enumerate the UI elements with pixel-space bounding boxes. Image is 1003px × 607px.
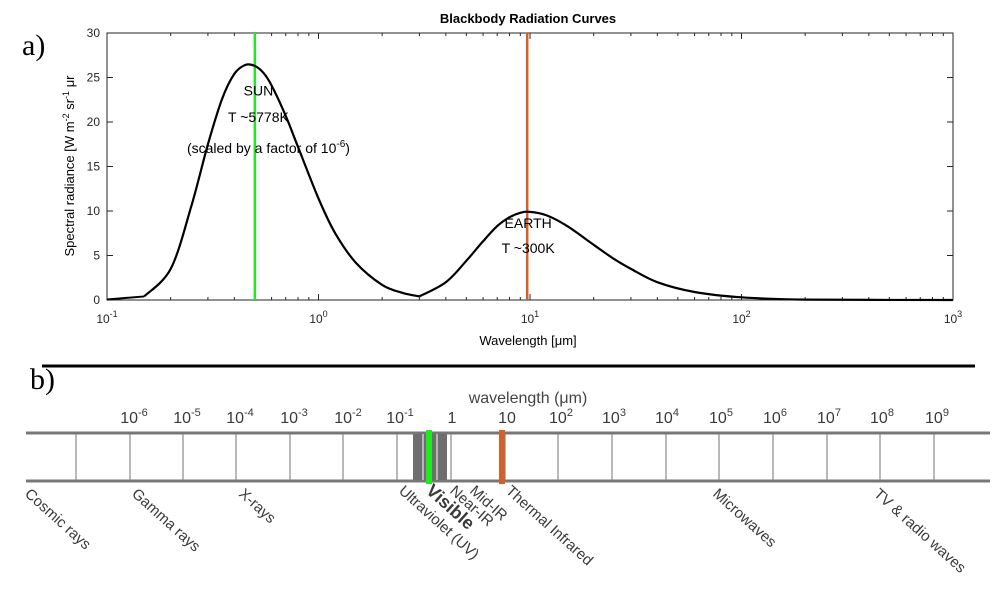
- spectrum-tick-label: 105: [709, 407, 733, 427]
- annotation: T ~300K: [502, 240, 556, 256]
- spectrum-tick-label: 103: [602, 407, 626, 427]
- visible-marker: [426, 430, 432, 484]
- thermal-marker: [499, 430, 505, 484]
- x-tick-label: 100: [309, 309, 327, 326]
- annotation: EARTH: [505, 215, 552, 231]
- spectrum-tick-label: 10-3: [280, 407, 308, 427]
- y-tick-label: 15: [87, 160, 101, 174]
- spectrum-tick-label: 106: [763, 407, 787, 427]
- y-axis: 0 5 10 15 20 25 30: [87, 26, 953, 307]
- curve-series-1: [143, 63, 420, 298]
- y-tick-label: 30: [87, 26, 101, 40]
- curve-series-2: [418, 210, 954, 302]
- spectrum-cells: [75, 430, 935, 484]
- spectrum-tick-label: 102: [549, 407, 573, 427]
- x-tick-label: 103: [944, 309, 962, 326]
- y-axis-label: Spectral radiance [W m-2 sr-1 μr: [61, 75, 77, 257]
- panel-b-label: b): [30, 363, 55, 396]
- band-label: X-rays: [235, 485, 279, 527]
- spectrum-tick-label: 10-1: [386, 407, 414, 427]
- spectrum-tick-labels: 10-6 10-5 10-4 10-3 10-2 10-1 1 10 102 103 104 105 1…: [120, 407, 949, 427]
- chart-title: Blackbody Radiation Curves: [440, 11, 616, 26]
- y-tick-label: 10: [87, 204, 101, 218]
- spectrum-tick-label: 10: [498, 410, 516, 427]
- annotation: (scaled by a factor of 10-6): [187, 139, 350, 156]
- y-tick-label: 20: [87, 115, 101, 129]
- band-label: Cosmic rays: [21, 485, 94, 553]
- x-tick-label: 101: [521, 309, 539, 326]
- marker-lines: [253, 33, 529, 300]
- x-axis: 10-1 100 101 102 103: [96, 33, 962, 326]
- spectrum-tick-label: 10-6: [120, 407, 148, 427]
- annotations: SUN T ~5778K (scaled by a factor of 10-6) E…: [187, 82, 555, 256]
- panel-a-label: a): [22, 29, 45, 62]
- spectrum-tick-label: 10-5: [173, 407, 201, 427]
- band-label: Gamma rays: [128, 485, 203, 555]
- curves: [106, 63, 954, 302]
- spectrum-tick-label: 10-2: [334, 407, 362, 427]
- spectrum-band-labels: Cosmic rays Gamma rays X-rays Ultraviolet (…: [21, 480, 969, 577]
- spectrum-tick-label: 108: [870, 407, 894, 427]
- band-label: Microwaves: [709, 485, 779, 551]
- spectrum-tick-label: 104: [655, 407, 679, 427]
- band-label: Thermal Infrared: [502, 482, 596, 569]
- annotation: SUN: [244, 82, 274, 98]
- annotation: T ~5778K: [228, 109, 290, 125]
- y-tick-label: 0: [93, 293, 100, 307]
- spectrum-tick-label: 107: [817, 407, 841, 427]
- plot-area: 0 5 10 15 20 25 30 10-1 100 101 102 103 SUN T ~5778…: [87, 26, 963, 326]
- y-tick-label: 25: [87, 71, 101, 85]
- band-label: TV & radio waves: [870, 485, 969, 576]
- spectrum-tick-label: 109: [925, 407, 949, 427]
- spectrum-bar: 10-6 10-5 10-4 10-3 10-2 10-1 1 10 102 103 104 105 1…: [21, 407, 990, 577]
- x-tick-label: 10-1: [96, 309, 117, 326]
- spectrum-tick-label: 1: [448, 410, 457, 427]
- curve-baseline: [106, 295, 145, 301]
- y-tick-label: 5: [93, 249, 100, 263]
- x-tick-label: 102: [732, 309, 750, 326]
- spectrum-title: wavelength (μm): [468, 390, 588, 407]
- x-axis-label: Wavelength [μm]: [479, 333, 576, 348]
- spectrum-tick-label: 10-4: [226, 407, 254, 427]
